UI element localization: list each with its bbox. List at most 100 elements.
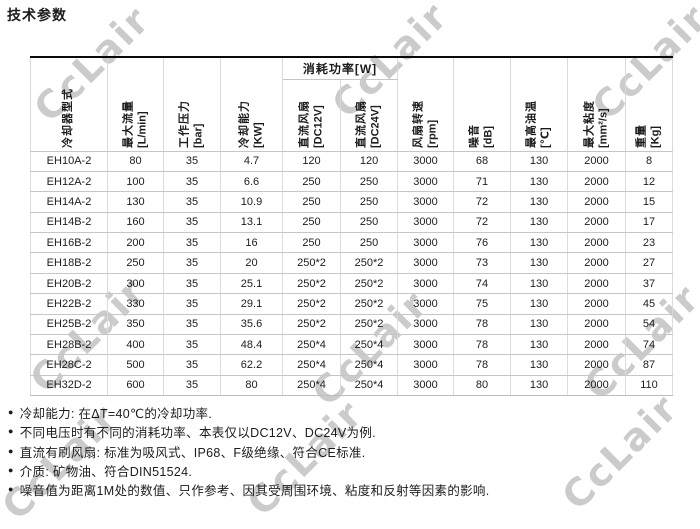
note-text: 直流有刷风扇: 标准为吸风式、IP68、F级绝缘、符合CE标准.: [19, 445, 366, 460]
model-cell: EH20B-2: [30, 273, 108, 295]
table-cell: 250: [282, 232, 341, 254]
column-header-label: 冷却器型式: [62, 88, 75, 149]
table-cell: 15: [625, 191, 674, 213]
note-item: ● 介质: 矿物油、符合DIN51524.: [8, 461, 696, 480]
table-cell: 8: [625, 151, 674, 172]
column-header-label: 直流风扇 [DC24V]: [355, 100, 381, 148]
spec-table: 冷却器型式 最大流量 [L/min] 工作压力 [bar] 冷却能力 [KW] 消耗功率[W]…: [30, 56, 674, 397]
table-cell: 130: [510, 171, 569, 193]
table-cell: 250*4: [339, 334, 399, 356]
note-item: ● 不同电压时有不同的消耗功率、本表仅以DC12V、DC24V为例.: [8, 422, 696, 441]
column-header-11: 重量 [Kg]: [625, 57, 674, 152]
table-cell: 3000: [397, 191, 455, 213]
table-cell: 130: [510, 375, 569, 397]
table-cell: 35: [163, 232, 221, 254]
column-header-4: 冷却能力 [KW]: [220, 57, 283, 152]
column-header-label: 噪音 [dB]: [468, 124, 495, 149]
table-cell: 3000: [397, 212, 455, 234]
model-cell: EH10A-2: [30, 151, 108, 172]
table-cell: 78: [453, 334, 512, 356]
column-header-6: 直流风扇 [DC24V]: [339, 79, 399, 152]
table-cell: 3000: [397, 252, 455, 274]
column-header-label: 最大流量 [L/min]: [121, 100, 148, 149]
table-cell: 37: [625, 273, 674, 295]
table-cell: 17: [625, 212, 674, 234]
table-cell: 160: [107, 212, 164, 234]
table-cell: 35: [163, 273, 221, 295]
table-cell: 130: [510, 293, 569, 315]
table-cell: 250*4: [339, 354, 399, 376]
table-row: EH22B-2 330 35 29.1 250*2 250*2 3000 75 130 2000 4…: [30, 293, 674, 315]
model-cell: EH28B-2: [30, 334, 108, 356]
table-cell: 35: [163, 212, 221, 234]
table-cell: 2000: [567, 334, 627, 356]
table-cell: 250*2: [282, 273, 341, 295]
span-header-power-consumption: 消耗功率[W]: [281, 57, 399, 80]
table-cell: 130: [510, 191, 569, 213]
note-text: 不同电压时有不同的消耗功率、本表仅以DC12V、DC24V为例.: [19, 426, 376, 441]
table-cell: 72: [453, 212, 512, 234]
bullet-icon: ●: [8, 465, 14, 476]
table-cell: 35: [163, 334, 221, 356]
table-cell: 3000: [397, 151, 455, 172]
note-text: 冷却能力: 在ΔT=40℃的冷却功率.: [19, 407, 213, 422]
table-cell: 45: [625, 293, 674, 315]
table-header: 冷却器型式 最大流量 [L/min] 工作压力 [bar] 冷却能力 [KW] 消耗功率[W]…: [30, 57, 674, 152]
table-cell: 35: [163, 191, 221, 213]
table-cell: 78: [453, 314, 512, 336]
table-row: EH20B-2 300 35 25.1 250*2 250*2 3000 74 130 2000 3…: [30, 273, 674, 295]
note-item: ● 噪音值为距离1M处的数值、只作参考、因其受周围环境、粘度和反射等因素的影响.: [8, 480, 696, 499]
table-cell: 12: [625, 171, 674, 193]
note-text: 噪音值为距离1M处的数值、只作参考、因其受周围环境、粘度和反射等因素的影响.: [19, 484, 490, 499]
table-cell: 2000: [567, 375, 627, 397]
table-cell: 72: [453, 191, 512, 213]
table-cell: 2000: [567, 212, 627, 234]
table-cell: 29.1: [220, 293, 283, 315]
table-cell: 130: [510, 273, 569, 295]
table-cell: 3000: [397, 375, 455, 397]
table-wrapper: 冷却器型式 最大流量 [L/min] 工作压力 [bar] 冷却能力 [KW] 消耗功率[W]…: [30, 56, 674, 397]
column-header-9: 最高油温 [℃]: [510, 57, 569, 152]
table-cell: 250: [282, 171, 341, 193]
table-cell: 3000: [397, 293, 455, 315]
table-row: EH18B-2 250 35 20 250*2 250*2 3000 73 130 2000 27: [30, 252, 674, 274]
model-cell: EH28C-2: [30, 354, 108, 376]
table-row: EH28B-2 400 35 48.4 250*4 250*4 3000 78 130 2000 7…: [30, 334, 674, 356]
table-cell: 130: [510, 151, 569, 172]
table-cell: 23: [625, 232, 674, 254]
table-cell: 350: [107, 314, 164, 336]
table-row: EH14A-2 130 35 10.9 250 250 3000 72 130 2000 15: [30, 191, 674, 213]
table-cell: 20: [220, 252, 283, 274]
table-cell: 2000: [567, 293, 627, 315]
table-cell: 250: [339, 171, 399, 193]
table-cell: 35: [163, 375, 221, 397]
table-cell: 250*2: [282, 314, 341, 336]
table-cell: 71: [453, 171, 512, 193]
table-cell: 35: [163, 151, 221, 172]
table-cell: 80: [107, 151, 164, 172]
table-cell: 250*2: [339, 293, 399, 315]
table-cell: 130: [510, 334, 569, 356]
table-cell: 3000: [397, 171, 455, 193]
table-cell: 250: [339, 191, 399, 213]
table-row: EH12A-2 100 35 6.6 250 250 3000 71 130 2000 12: [30, 171, 674, 193]
column-header-5: 直流风扇 [DC12V]: [282, 79, 341, 152]
table-cell: 87: [625, 354, 674, 376]
table-cell: 120: [339, 151, 399, 172]
table-cell: 2000: [567, 232, 627, 254]
table-cell: 2000: [567, 191, 627, 213]
model-cell: EH25B-2: [30, 314, 108, 336]
column-header-label: 最大粘度 [mm²/s]: [582, 100, 609, 149]
table-cell: 73: [453, 252, 512, 274]
table-cell: 35: [163, 314, 221, 336]
model-cell: EH14A-2: [30, 191, 108, 213]
bullet-icon: ●: [8, 445, 14, 456]
model-cell: EH12A-2: [30, 171, 108, 193]
table-cell: 250*2: [339, 252, 399, 274]
table-cell: 10.9: [220, 191, 283, 213]
table-cell: 250*2: [282, 293, 341, 315]
table-cell: 3000: [397, 354, 455, 376]
table-cell: 130: [510, 314, 569, 336]
table-cell: 2000: [567, 314, 627, 336]
table-cell: 600: [107, 375, 164, 397]
